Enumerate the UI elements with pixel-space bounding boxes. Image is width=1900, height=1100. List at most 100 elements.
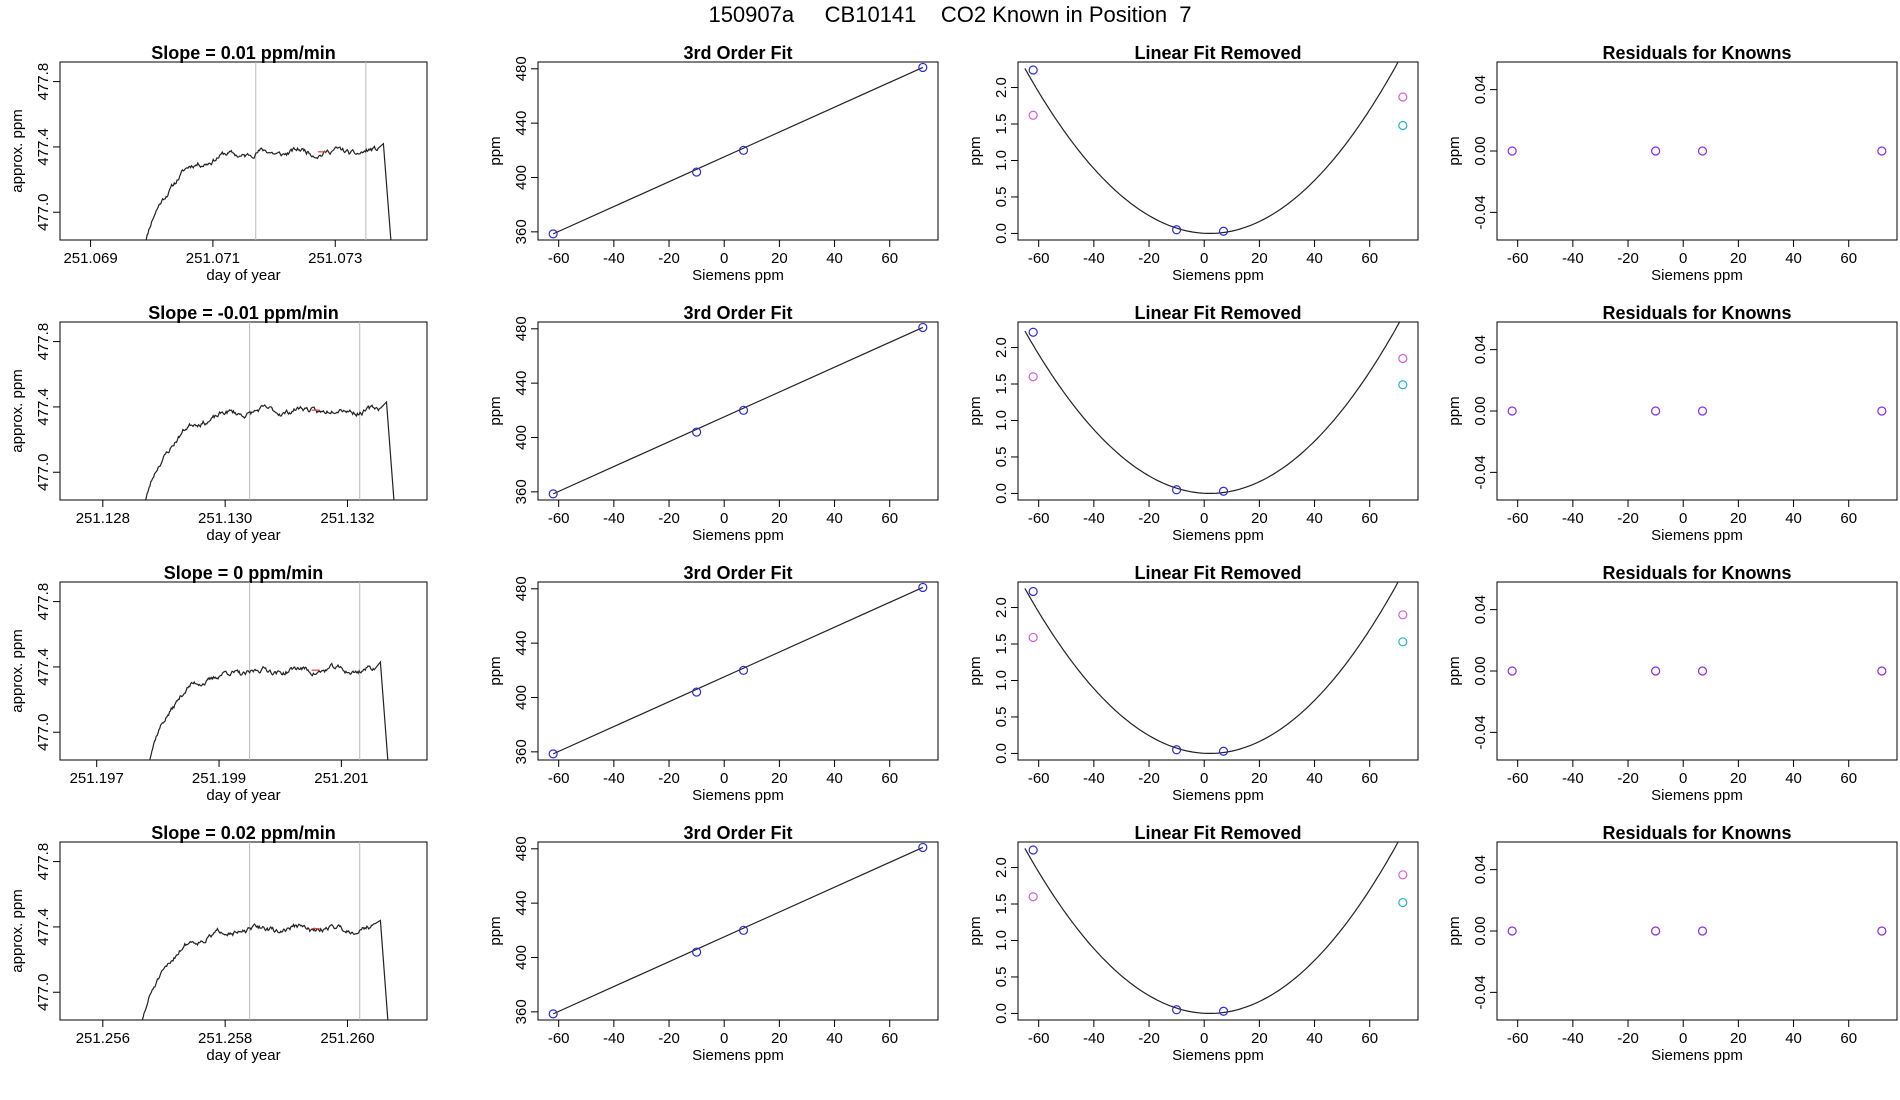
p3-y-tick-label: 0.5	[993, 187, 1010, 208]
p15-y-tick-label: 1.0	[993, 930, 1010, 951]
p3-x-tick-label: -60	[1028, 250, 1050, 267]
p12-x-axis-label: Siemens ppm	[1651, 787, 1743, 804]
p2-x-tick-label: -40	[603, 250, 625, 267]
p6-x-axis-label: Siemens ppm	[692, 527, 784, 544]
p11-x-axis-label: Siemens ppm	[1172, 787, 1264, 804]
p11-y-tick-label: 0.5	[993, 707, 1010, 728]
p8-plot-frame	[1496, 321, 1898, 501]
p8-data-point-purple	[1651, 406, 1661, 416]
p15-y-tick-label: 2.0	[993, 857, 1010, 878]
p10-data-point-blue	[738, 665, 749, 675]
p4-x-tick-label: 60	[1840, 250, 1857, 267]
p3-data-point-cyan	[1398, 120, 1408, 131]
p13-x-tick-label: 251.256	[76, 1030, 130, 1047]
p1-y-tick-label: 477.4	[35, 128, 52, 166]
p8-data-point-purple	[1697, 406, 1708, 416]
p14-data-point-blue	[548, 1009, 558, 1019]
p9-x-tick-label: 251.197	[70, 770, 124, 787]
p5-title: Slope = -0.01 ppm/min	[148, 303, 339, 323]
p16-x-tick-label: -40	[1562, 1030, 1584, 1047]
p3-x-tick-label: 20	[1251, 250, 1268, 267]
p16-data-point-purple	[1697, 926, 1708, 936]
p16-x-axis-label: Siemens ppm	[1651, 1047, 1743, 1064]
p14-x-tick-label: -20	[658, 1030, 680, 1047]
p6-y-tick-label: 480	[513, 316, 530, 341]
p7-data-point-magenta	[1028, 372, 1038, 382]
p15-data-point-magenta	[1398, 870, 1408, 880]
p15-y-tick-label: 0.5	[993, 967, 1010, 988]
p3-x-tick-label: -20	[1138, 250, 1160, 267]
p1-x-tick-label: 251.069	[63, 250, 117, 267]
p14-y-tick-label: 480	[513, 836, 530, 861]
p11-fit-curve	[1024, 582, 1399, 755]
p2-data-point-blue	[918, 62, 928, 73]
p7-y-axis-label: ppm	[967, 396, 984, 425]
p4-x-axis-label: Siemens ppm	[1651, 267, 1743, 284]
figure-title: 150907a CB10141 CO2 Known in Position 7	[708, 2, 1192, 27]
p14-y-tick-label: 440	[513, 891, 530, 916]
p11-x-tick-label: -60	[1028, 770, 1050, 787]
p3-x-tick-label: 60	[1361, 250, 1378, 267]
p7-fit-curve	[1024, 322, 1401, 494]
p7-y-tick-label: 1.0	[993, 410, 1010, 431]
p10-data-point-blue	[548, 749, 558, 759]
p8-x-tick-label: 20	[1730, 510, 1747, 527]
p6-x-tick-label: 20	[771, 510, 788, 527]
p3-y-tick-label: 1.5	[993, 114, 1010, 135]
p10-x-tick-label: 40	[826, 770, 843, 787]
p4-x-tick-label: -60	[1507, 250, 1529, 267]
p12-data-point-purple	[1651, 666, 1661, 676]
p11-y-tick-label: 1.0	[993, 670, 1010, 691]
p10-plot-frame	[537, 581, 939, 761]
p12-title: Residuals for Knowns	[1602, 563, 1791, 583]
p11-x-tick-label: 40	[1306, 770, 1323, 787]
p4-x-tick-label: 20	[1730, 250, 1747, 267]
p6-y-tick-label: 360	[513, 479, 530, 504]
p7-y-tick-label: 0.0	[993, 483, 1010, 504]
p2-title: 3rd Order Fit	[683, 43, 792, 63]
p7-plot-frame	[1017, 321, 1419, 501]
p3-x-tick-label: -40	[1083, 250, 1105, 267]
p7-data-point-blue	[1172, 485, 1182, 495]
p7-data-point-cyan	[1398, 380, 1408, 390]
p7-data-point-magenta	[1398, 353, 1408, 364]
p12-data-point-purple	[1507, 666, 1517, 676]
p12-x-tick-label: -20	[1617, 770, 1639, 787]
p3-data-point-magenta	[1028, 110, 1038, 120]
p6-x-tick-label: 40	[826, 510, 843, 527]
p6-title: 3rd Order Fit	[683, 303, 792, 323]
p2-y-tick-label: 360	[513, 219, 530, 244]
p5-y-axis-label: approx. ppm	[9, 369, 26, 452]
p2-x-tick-label: 60	[881, 250, 898, 267]
p14-plot-frame	[537, 841, 939, 1021]
p10-x-tick-label: 20	[771, 770, 788, 787]
p2-x-tick-label: 0	[720, 250, 728, 267]
p3-y-tick-label: 2.0	[993, 77, 1010, 98]
p1-x-tick-label: 251.073	[308, 250, 362, 267]
p8-title: Residuals for Knowns	[1602, 303, 1791, 323]
p10-x-tick-label: 60	[881, 770, 898, 787]
p6-data-point-blue	[692, 427, 702, 437]
p13-y-axis-label: approx. ppm	[9, 889, 26, 972]
p14-fit-line	[552, 846, 924, 1015]
p14-data-point-blue	[692, 947, 702, 957]
p15-x-tick-label: 0	[1200, 1030, 1208, 1047]
p7-y-tick-label: 2.0	[993, 337, 1010, 358]
p11-x-tick-label: 60	[1361, 770, 1378, 787]
p2-x-axis-label: Siemens ppm	[692, 267, 784, 284]
p7-x-tick-label: 40	[1306, 510, 1323, 527]
p8-y-tick-label: 0.04	[1472, 335, 1489, 364]
p14-data-point-blue	[918, 842, 928, 853]
p9-y-tick-label: 477.4	[35, 648, 52, 686]
p7-data-point-blue	[1218, 486, 1229, 496]
p12-y-tick-label: 0.04	[1472, 595, 1489, 624]
p11-y-tick-label: 2.0	[993, 597, 1010, 618]
p13-x-tick-label: 251.258	[198, 1030, 252, 1047]
p7-y-tick-label: 0.5	[993, 447, 1010, 468]
p4-data-point-purple	[1697, 146, 1708, 156]
p14-x-tick-label: -40	[603, 1030, 625, 1047]
p16-data-point-purple	[1877, 926, 1887, 936]
p12-x-tick-label: -60	[1507, 770, 1529, 787]
p9-x-axis-label: day of year	[206, 787, 280, 804]
p5-y-tick-label: 477.4	[35, 388, 52, 426]
